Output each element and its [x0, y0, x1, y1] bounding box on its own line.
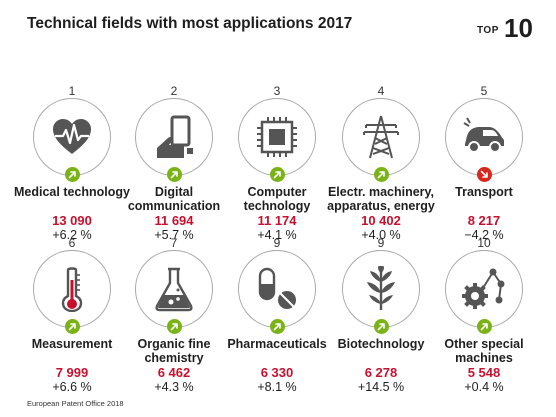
application-count: 5 548: [432, 366, 536, 380]
trend-up-icon: [374, 167, 389, 182]
trend-up-icon: [477, 319, 492, 334]
application-count: 10 402: [329, 214, 433, 228]
rank-number: 9: [225, 236, 329, 250]
percent-change: +6.6 %: [20, 380, 124, 394]
application-count: 7 999: [20, 366, 124, 380]
application-count: 11 174: [225, 214, 329, 228]
trend-up-icon: [167, 319, 182, 334]
trend-down-icon: [477, 167, 492, 182]
rank-number: 10: [432, 236, 536, 250]
electric-car-icon: [461, 114, 507, 160]
percent-change: +8.1 %: [225, 380, 329, 394]
rank-number: 1: [20, 84, 124, 98]
flask-icon: [151, 266, 197, 312]
microchip-icon: [254, 114, 300, 160]
rank-number: 4: [329, 84, 433, 98]
application-count: 8 217: [432, 214, 536, 228]
rank-number: 3: [225, 84, 329, 98]
field-name: Pharmaceuticals: [217, 337, 337, 351]
trend-up-icon: [65, 319, 80, 334]
application-count: 6 330: [225, 366, 329, 380]
percent-change: +14.5 %: [329, 380, 433, 394]
heart-pulse-icon: [49, 114, 95, 160]
field-name: Other special machines: [424, 337, 544, 365]
smartphone-hand-icon: [151, 114, 197, 160]
power-pylon-icon: [358, 114, 404, 160]
field-name: Electr. machinery, apparatus, energy: [321, 185, 441, 213]
field-name: Digital communication: [114, 185, 234, 213]
trend-up-icon: [270, 319, 285, 334]
rank-number: 9: [329, 236, 433, 250]
pills-icon: [254, 266, 300, 312]
percent-change: +0.4 %: [432, 380, 536, 394]
trend-up-icon: [167, 167, 182, 182]
application-count: 11 694: [122, 214, 226, 228]
trend-up-icon: [374, 319, 389, 334]
rank-number: 2: [122, 84, 226, 98]
rank-number: 5: [432, 84, 536, 98]
application-count: 13 090: [20, 214, 124, 228]
top10-badge-top: TOP: [477, 25, 499, 36]
plant-icon: [358, 266, 404, 312]
field-name: Organic fine chemistry: [114, 337, 234, 365]
trend-up-icon: [270, 167, 285, 182]
rank-number: 6: [20, 236, 124, 250]
application-count: 6 278: [329, 366, 433, 380]
percent-change: +4.3 %: [122, 380, 226, 394]
field-name: Computer technology: [217, 185, 337, 213]
source-footer: European Patent Office 2018: [27, 399, 124, 408]
thermometer-icon: [49, 266, 95, 312]
field-name: Transport: [424, 185, 544, 199]
field-name: Biotechnology: [321, 337, 441, 351]
application-count: 6 462: [122, 366, 226, 380]
gear-network-icon: [461, 266, 507, 312]
trend-up-icon: [65, 167, 80, 182]
page-title: Technical fields with most applications …: [27, 15, 352, 33]
top10-badge-number: 10: [504, 13, 533, 43]
rank-number: 7: [122, 236, 226, 250]
